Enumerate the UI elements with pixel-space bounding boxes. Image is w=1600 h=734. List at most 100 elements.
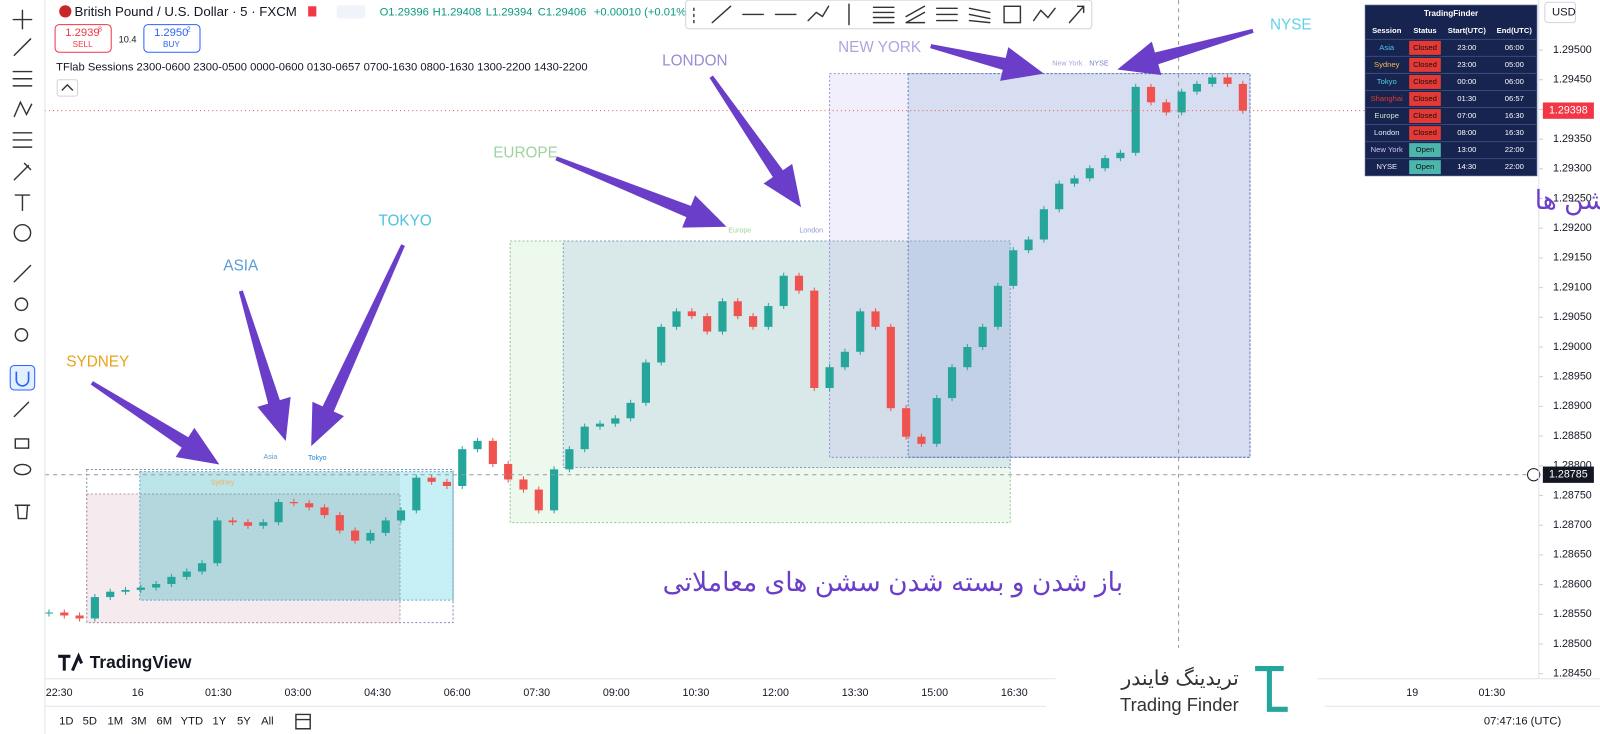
candle (718, 301, 727, 332)
tool-fan[interactable] (905, 5, 926, 24)
tool-pattern[interactable] (1032, 7, 1056, 22)
range-button[interactable]: 1Y (213, 716, 227, 728)
y-tick-label: 1.28450 (1553, 668, 1592, 680)
tool-zoom-in[interactable] (14, 297, 29, 312)
tool-lock[interactable] (14, 438, 30, 449)
tool-eye[interactable] (13, 463, 32, 476)
table-start: 01:30 (1457, 94, 1476, 103)
tool-path[interactable] (807, 5, 830, 22)
table-start: 07:00 (1457, 111, 1476, 120)
candle (366, 532, 375, 541)
table-header: Session (1372, 26, 1402, 35)
candle (1070, 178, 1079, 184)
session-annotation: SYDNEY (66, 353, 129, 370)
candle (1177, 91, 1186, 113)
range-button[interactable]: 5Y (237, 716, 251, 728)
range-button[interactable]: 1D (59, 716, 73, 728)
candle (152, 583, 161, 588)
tool-emoji[interactable] (13, 223, 32, 242)
tool-lines[interactable] (12, 70, 33, 87)
tool-fib[interactable] (12, 132, 33, 148)
arrow (1117, 28, 1254, 76)
candle (1039, 209, 1048, 240)
x-tick-label: 19 (1406, 687, 1418, 699)
buy-button[interactable] (143, 24, 201, 53)
sydney-box (86, 493, 401, 624)
collapse-button[interactable] (56, 79, 79, 97)
tool-brush[interactable] (13, 162, 32, 181)
table-session: Asia (1379, 43, 1395, 52)
candle (259, 522, 268, 526)
x-tick-label: 10:30 (683, 687, 710, 699)
y-tick-label: 1.28600 (1553, 578, 1592, 590)
badge (336, 5, 366, 19)
range-button[interactable]: 6M (156, 716, 172, 728)
sell-button[interactable] (54, 24, 112, 53)
range-button[interactable]: 5D (83, 716, 97, 728)
sessions-note: باز شدن و بسته شدن سشن های معاملاتی (663, 567, 1124, 598)
date-range-icon[interactable] (295, 713, 311, 730)
candle (458, 449, 467, 486)
candle (1101, 158, 1110, 169)
table-session: Shanghai (1371, 94, 1404, 103)
finder-logo-mark (1255, 665, 1288, 712)
y-tick-label: 1.28550 (1553, 608, 1592, 620)
table-start: 23:00 (1457, 60, 1476, 69)
range-button[interactable]: 3M (131, 716, 147, 728)
overlay: 1.295001.294501.294001.293501.293001.292… (44, 17, 1594, 728)
tool-fib[interactable] (872, 6, 895, 24)
buy-pip: 2 (187, 26, 191, 34)
tool-zoom-out[interactable] (14, 328, 29, 342)
tool-text[interactable] (14, 194, 31, 212)
tool-trash[interactable] (14, 504, 31, 520)
candle (672, 311, 681, 327)
x-tick-label: 03:00 (285, 687, 312, 699)
candle (733, 301, 742, 317)
tool-rect[interactable] (1003, 5, 1022, 24)
table-status-cell (1409, 92, 1441, 106)
arrow (238, 290, 291, 441)
range-button[interactable]: 1M (108, 716, 124, 728)
collapse-icon (61, 83, 74, 91)
y-tick-label: 1.29200 (1553, 222, 1592, 234)
tool-trend[interactable] (711, 5, 732, 24)
tool-cross[interactable] (12, 9, 33, 30)
y-tick-label: 1.29050 (1553, 311, 1592, 323)
candle (1238, 83, 1247, 111)
tool-line[interactable] (13, 38, 32, 56)
candle (993, 285, 1003, 327)
x-tick-label: 04:30 (364, 687, 391, 699)
europe-box (509, 240, 1011, 524)
table-status: Closed (1413, 60, 1437, 69)
table-status: Open (1416, 162, 1435, 171)
range-button[interactable]: YTD (181, 716, 203, 728)
table-status: Open (1416, 145, 1435, 154)
x-tick-label: 01:30 (205, 687, 232, 699)
candle (856, 311, 865, 352)
session-annotation: NEW YORK (838, 39, 922, 56)
table-session: Tokyo (1377, 77, 1397, 86)
table-session: Sydney (1374, 60, 1400, 69)
crosshair-plus[interactable] (1527, 468, 1541, 482)
tool-pattern[interactable] (13, 100, 33, 118)
currency-button[interactable] (1544, 1, 1577, 24)
candle (504, 464, 513, 480)
candle (1162, 102, 1171, 113)
tool-ruler[interactable] (13, 264, 32, 283)
session-annotation: NYSE (1270, 17, 1312, 34)
candle (840, 351, 849, 368)
range-button[interactable]: All (261, 716, 273, 728)
x-tick-label: 12:00 (762, 687, 789, 699)
candle (1085, 168, 1094, 179)
symbol: British Pound / U.S. Dollar · 5 · FXCM (74, 4, 296, 19)
y-tick-label: 1.29300 (1553, 163, 1592, 175)
tool-arrow[interactable] (1068, 5, 1085, 24)
y-tick-label: 1.28700 (1553, 519, 1592, 531)
tool-pencil[interactable] (13, 401, 30, 418)
tool-channel[interactable] (936, 7, 958, 22)
candles (44, 74, 1247, 622)
session-annotation: ASIA (223, 258, 259, 275)
tool-pitch[interactable] (968, 7, 991, 24)
candle (810, 290, 819, 388)
